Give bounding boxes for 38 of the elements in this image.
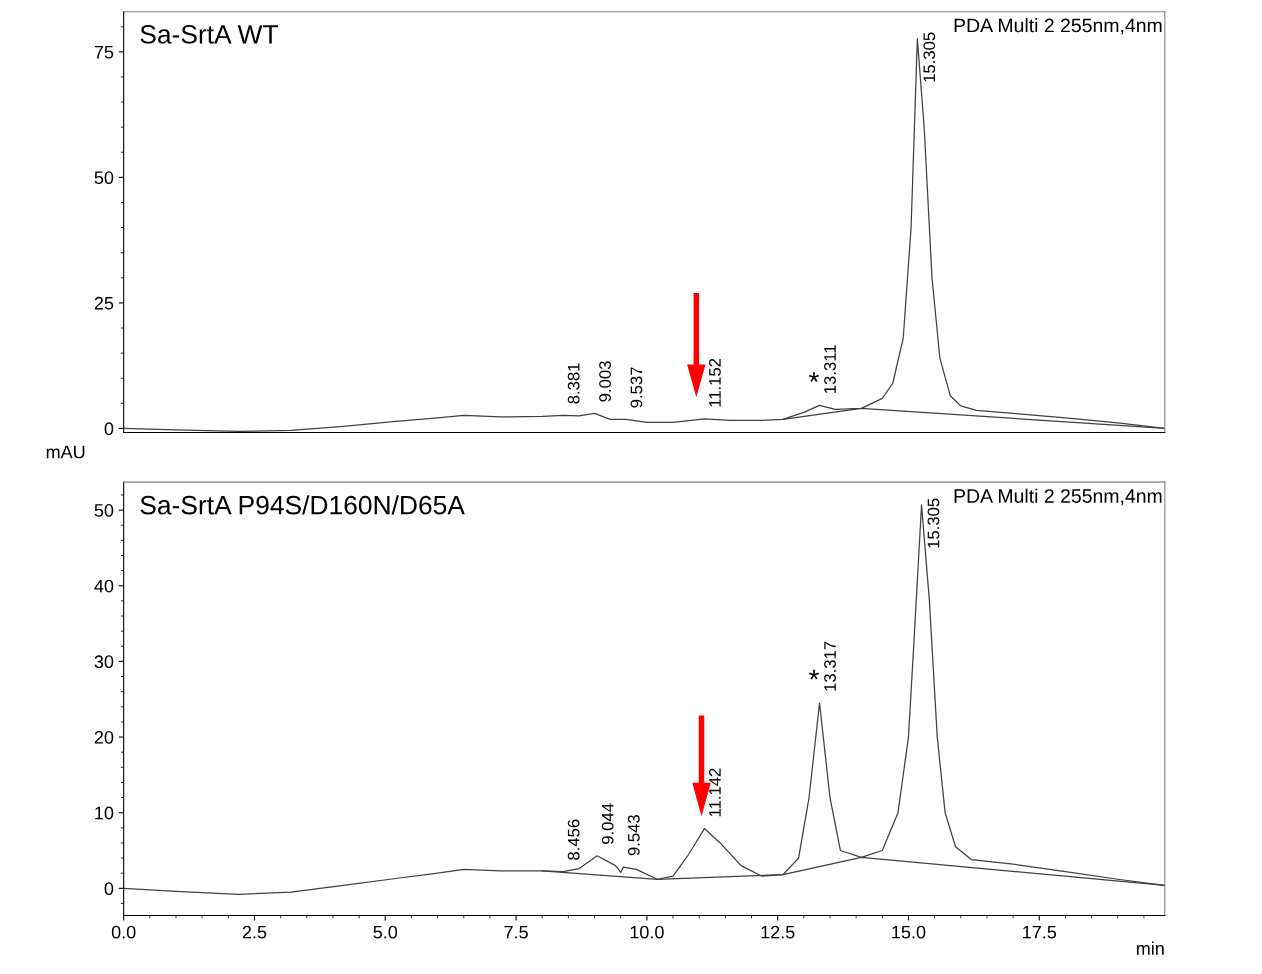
annotation: 9.044 [601, 803, 614, 844]
annotation: 13.311 [824, 345, 836, 393]
annotation: 11.152 [709, 358, 721, 407]
annotation: 9.543 [627, 815, 640, 856]
annotation: 9.537 [630, 367, 643, 408]
x-tick-label: 7.5 [504, 925, 528, 939]
y-tick-label: 30 [94, 655, 114, 669]
y-axis-title: mAU [46, 445, 85, 459]
annotation: * [809, 372, 819, 382]
annotation: 15.305 [923, 32, 936, 82]
x-tick-label: 15.0 [892, 925, 926, 939]
annotation: 11.142 [709, 768, 721, 817]
y-tick-label: 20 [94, 730, 114, 744]
x-tick-label: 10.0 [630, 925, 664, 939]
annotation: 8.456 [567, 819, 580, 860]
y-tick-label: 10 [95, 806, 114, 820]
annotation: PDA Multi 2 255nm,4nm [954, 488, 1162, 506]
chart-title: Sa-SrtA P94S/D160N/D65A [140, 495, 465, 515]
x-axis-title: min [1136, 941, 1164, 955]
y-tick-label: 0 [104, 422, 114, 436]
annotation: * [809, 669, 819, 680]
annotation: 9.003 [599, 361, 611, 402]
y-tick-label: 50 [94, 171, 114, 185]
annotation: 15.305 [927, 498, 940, 548]
x-tick-label: 2.5 [242, 925, 267, 939]
x-tick-label: 5.0 [373, 925, 398, 939]
annotation: PDA Multi 2 255nm,4nm [954, 18, 1162, 35]
y-tick-label: 40 [94, 579, 114, 593]
x-tick-label: 17.5 [1023, 925, 1057, 939]
y-tick-label: 75 [94, 45, 114, 59]
chart-title: Sa-SrtA WT [140, 25, 278, 44]
annotation: 13.317 [824, 641, 836, 691]
y-tick-label: 50 [94, 504, 114, 517]
x-tick-label: 12.5 [761, 925, 795, 939]
annotation: 8.381 [567, 363, 580, 404]
y-tick-label: 25 [94, 296, 114, 310]
y-tick-label: 0 [104, 882, 114, 896]
x-tick-label: 0.0 [111, 925, 136, 939]
